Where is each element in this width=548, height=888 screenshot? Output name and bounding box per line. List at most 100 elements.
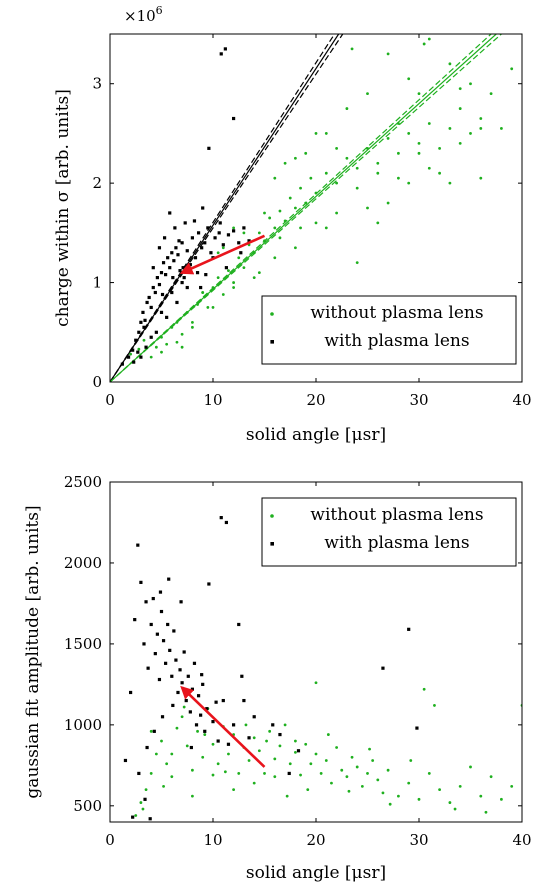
point-with-plasma-lens [176,690,180,695]
y-tick-label: 1500 [64,635,102,653]
point-with-plasma-lens [239,251,243,255]
point-without-plasma-lens [273,775,277,779]
point-without-plasma-lens [453,807,457,811]
point-without-plasma-lens [182,705,186,709]
point-without-plasma-lens [433,704,436,707]
point-with-plasma-lens [196,231,201,235]
point-without-plasma-lens [366,92,369,96]
point-without-plasma-lens [417,151,421,155]
point-without-plasma-lens [500,127,503,130]
y-multiplier: ×106 [124,4,163,25]
point-without-plasma-lens [438,171,441,175]
point-without-plasma-lens [479,127,483,130]
legend-label: with plasma lens [324,533,469,553]
point-without-plasma-lens [360,784,364,788]
point-with-plasma-lens [287,771,291,776]
point-with-plasma-lens [188,263,192,267]
point-with-plasma-lens [207,146,211,150]
point-without-plasma-lens [304,742,308,746]
point-without-plasma-lens [319,772,323,775]
point-without-plasma-lens [211,286,215,289]
point-without-plasma-lens [141,807,145,811]
point-with-plasma-lens [242,226,246,230]
point-with-plasma-lens [189,745,193,750]
y-tick-label: 1 [92,274,102,292]
point-without-plasma-lens [165,762,169,766]
point-with-plasma-lens [242,698,246,703]
point-with-plasma-lens [209,251,213,255]
point-with-plasma-lens [158,590,163,594]
point-without-plasma-lens [304,151,308,155]
point-without-plasma-lens [149,772,153,775]
point-without-plasma-lens [252,736,256,740]
y-tick-label: 3 [92,75,102,93]
point-without-plasma-lens [479,794,483,798]
point-with-plasma-lens [201,206,205,210]
legend-label: without plasma lens [310,505,483,525]
point-without-plasma-lens [458,784,462,788]
x-tick-label: 0 [105,391,115,409]
point-without-plasma-lens [448,181,452,185]
point-with-plasma-lens [170,251,174,255]
plot-area [123,516,522,821]
point-without-plasma-lens [170,752,174,756]
y-tick-label: 500 [73,797,102,815]
point-with-plasma-lens [178,668,182,672]
x-tick-label: 20 [306,391,325,409]
point-without-plasma-lens [237,256,241,260]
point-without-plasma-lens [144,788,148,792]
point-without-plasma-lens [165,342,169,346]
point-without-plasma-lens [314,752,318,756]
point-with-plasma-lens [146,666,150,670]
point-without-plasma-lens [345,107,349,110]
point-without-plasma-lens [326,733,330,736]
point-without-plasma-lens [366,772,369,775]
point-with-plasma-lens [216,739,220,743]
point-with-plasma-lens [136,543,140,547]
point-with-plasma-lens [172,259,176,263]
point-without-plasma-lens [257,271,261,275]
point-with-plasma-lens [157,282,162,287]
point-without-plasma-lens [232,788,236,792]
point-without-plasma-lens [154,752,158,756]
point-with-plasma-lens [185,285,189,290]
point-without-plasma-lens [324,171,328,175]
point-with-plasma-lens [252,715,256,719]
point-with-plasma-lens [175,300,179,305]
point-with-plasma-lens [200,246,204,250]
point-without-plasma-lens [347,789,351,793]
point-without-plasma-lens [340,768,344,772]
point-with-plasma-lens [143,797,147,801]
point-without-plasma-lens [211,306,215,309]
legend-marker-dot [270,514,274,518]
charge-scatter-plot: 0 10 20 30 40 0 1 2 3 ×106 solid angle [μsr] charge… [53,4,532,445]
point-without-plasma-lens [355,186,359,190]
x-tick-label: 0 [105,831,115,849]
point-with-plasma-lens [232,116,236,121]
y-tick-label: 2000 [64,554,102,572]
point-with-plasma-lens [176,253,180,257]
point-without-plasma-lens [185,311,189,314]
point-without-plasma-lens [237,772,241,775]
point-without-plasma-lens [371,759,375,762]
point-with-plasma-lens [170,674,174,678]
point-without-plasma-lens [407,77,411,81]
point-with-plasma-lens [224,520,228,525]
point-without-plasma-lens [257,749,261,753]
point-without-plasma-lens [427,166,431,170]
point-without-plasma-lens [448,127,452,130]
trend-arrow [180,685,266,768]
point-without-plasma-lens [469,82,472,86]
trend-arrow [179,234,266,275]
point-without-plasma-lens [201,755,205,759]
point-without-plasma-lens [221,293,225,296]
point-with-plasma-lens [226,742,231,746]
y-axis-label: gaussian fit amplitude [arb. units] [23,505,43,798]
point-without-plasma-lens [175,340,179,344]
point-with-plasma-lens [205,707,209,711]
point-without-plasma-lens [142,338,146,342]
point-without-plasma-lens [479,117,483,120]
point-with-plasma-lens [162,236,167,240]
point-with-plasma-lens [145,745,149,750]
point-with-plasma-lens [217,231,221,235]
